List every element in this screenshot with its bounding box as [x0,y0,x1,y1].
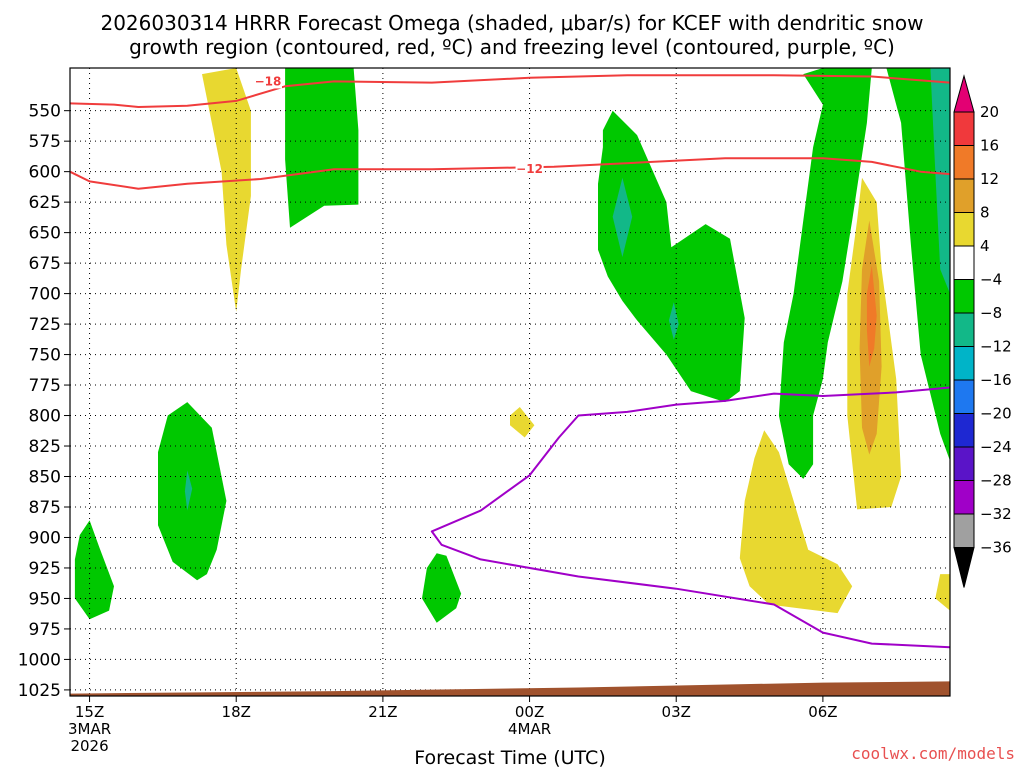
colorbar-segment-1 [953,111,975,146]
y-tick-label-975: 975 [29,620,61,640]
omega-region-teal-9 [184,470,193,511]
contour-line-1 [70,157,950,190]
y-tick-label-900: 900 [29,528,61,548]
y-tick-label-550: 550 [29,102,61,122]
colorbar-label-4: 4 [980,237,990,255]
chart-title-line-1: 2026030314 HRRR Forecast Omega (shaded, … [100,11,923,35]
colorbar-label-10: −24 [980,438,1012,456]
x-tick-label-15-0: 15Z [75,703,104,721]
colorbar-segment-7 [953,312,975,347]
y-tick-label-625: 625 [29,193,61,213]
omega-region-teal-8 [668,302,679,340]
terrain-polygon [70,681,950,696]
y-tick-label-750: 750 [29,346,61,366]
y-tick-label-775: 775 [29,376,61,396]
omega-shading [74,68,950,623]
isotherm-label-1: −12 [516,162,543,176]
chart-title-line-2: growth region (contoured, red, ºC) and f… [129,35,895,59]
omega-region-yellow-15 [935,574,950,611]
colorbar-legend: 20 16 12 8 4 −4 −8 −12 −16 −20 −24 −28 −32 −36 [953,74,1012,588]
colorbar-segment-13 [953,513,975,548]
y-tick-label-950: 950 [29,589,61,609]
y-tick-label-1025: 1025 [18,681,61,701]
omega-region-green-2 [778,68,872,479]
colorbar-label-6: −8 [980,304,1002,322]
colorbar-label-9: −20 [980,405,1012,423]
contour-line-2 [430,386,950,649]
terrain-fill [70,681,950,696]
colorbar-segment-10 [953,413,975,448]
colorbar-label-13: −36 [980,539,1012,557]
colorbar-segment-6 [953,279,975,314]
omega-region-teal-7 [612,177,633,257]
omega-region-yellow-11 [202,68,251,312]
y-tick-label-1000: 1000 [18,650,61,670]
y-tick-label-875: 875 [29,498,61,518]
y-tick-label-675: 675 [29,254,61,274]
colorbar-bottom-arrow [953,547,975,588]
x-tick-label-30-0: 06Z [808,703,837,721]
contour-lines [70,74,950,649]
colorbar-label-3: 8 [980,204,990,222]
omega-region-deep_orange-17 [866,265,877,367]
y-tick-label-850: 850 [29,468,61,488]
colorbar-segment-4 [953,212,975,247]
credit-text: coolwx.com/models [851,744,1015,763]
y-tick-label-925: 925 [29,559,61,579]
omega-region-green-0 [285,68,359,228]
omega-region-yellow-14 [510,407,535,438]
colorbar-label-8: −16 [980,371,1012,389]
omega-region-yellow-13 [739,430,853,614]
omega-region-green-1 [598,110,745,403]
y-tick-label-800: 800 [29,407,61,427]
x-tick-label-24-0: 00Z [515,703,544,721]
contour-line-0 [70,74,950,108]
colorbar-segment-9 [953,379,975,414]
y-tick-label-575: 575 [29,132,61,152]
x-tick-label-21-0: 21Z [368,703,397,721]
x-axis-title: Forecast Time (UTC) [414,747,605,768]
omega-region-green-4 [158,402,227,581]
x-tick-label-18-0: 18Z [222,703,251,721]
plot-frame [69,67,951,697]
isotherm-label-bg-1 [515,162,544,177]
x-tick-label-24-1: 4MAR [508,720,551,738]
y-tick-label-725: 725 [29,315,61,335]
isotherm-labels: −18 −12 [254,74,544,177]
colorbar-label-12: −32 [980,505,1012,523]
x-tick-label-15-2: 2026 [70,737,108,755]
colorbar-label-1: 16 [980,137,999,155]
x-tick-label-27-0: 03Z [662,703,691,721]
y-tick-label-650: 650 [29,224,61,244]
x-tick-label-15-1: 3MAR [68,720,111,738]
colorbar-label-5: −4 [980,271,1002,289]
omega-region-green-5 [74,520,114,620]
omega-region-green-6 [422,553,462,623]
colorbar-top-arrow [953,74,975,113]
y-tick-label-600: 600 [29,163,61,183]
plot-area: −18 −12 [70,68,950,696]
omega-region-green-3 [886,68,950,461]
isotherm-label-bg-0 [254,74,282,89]
colorbar-label-2: 12 [980,170,999,188]
colorbar-label-0: 20 [980,103,999,121]
y-tick-label-700: 700 [29,285,61,305]
colorbar-segment-11 [953,446,975,481]
pressure-axis: 550 575 600 625 650 675 700 725 750 775 800 825 850 8… [18,102,70,701]
colorbar-label-11: −28 [980,472,1012,490]
colorbar-segment-5 [953,245,975,280]
colorbar-segment-2 [953,145,975,180]
colorbar-label-7: −12 [980,338,1012,356]
isotherm-label-0: −18 [255,74,282,88]
colorbar-segment-12 [953,480,975,515]
colorbar-segment-3 [953,178,975,213]
colorbar-segment-8 [953,346,975,381]
omega-region-teal-10 [930,68,950,294]
y-tick-label-825: 825 [29,437,61,457]
